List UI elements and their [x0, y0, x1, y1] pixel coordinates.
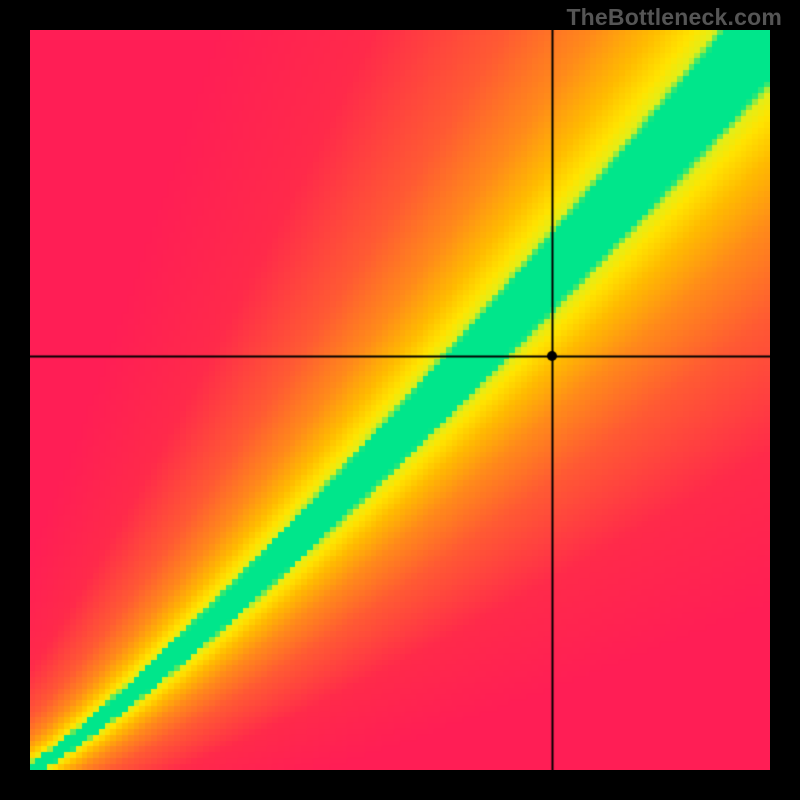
bottleneck-heatmap-canvas — [30, 30, 770, 770]
watermark-text: TheBottleneck.com — [566, 4, 782, 31]
